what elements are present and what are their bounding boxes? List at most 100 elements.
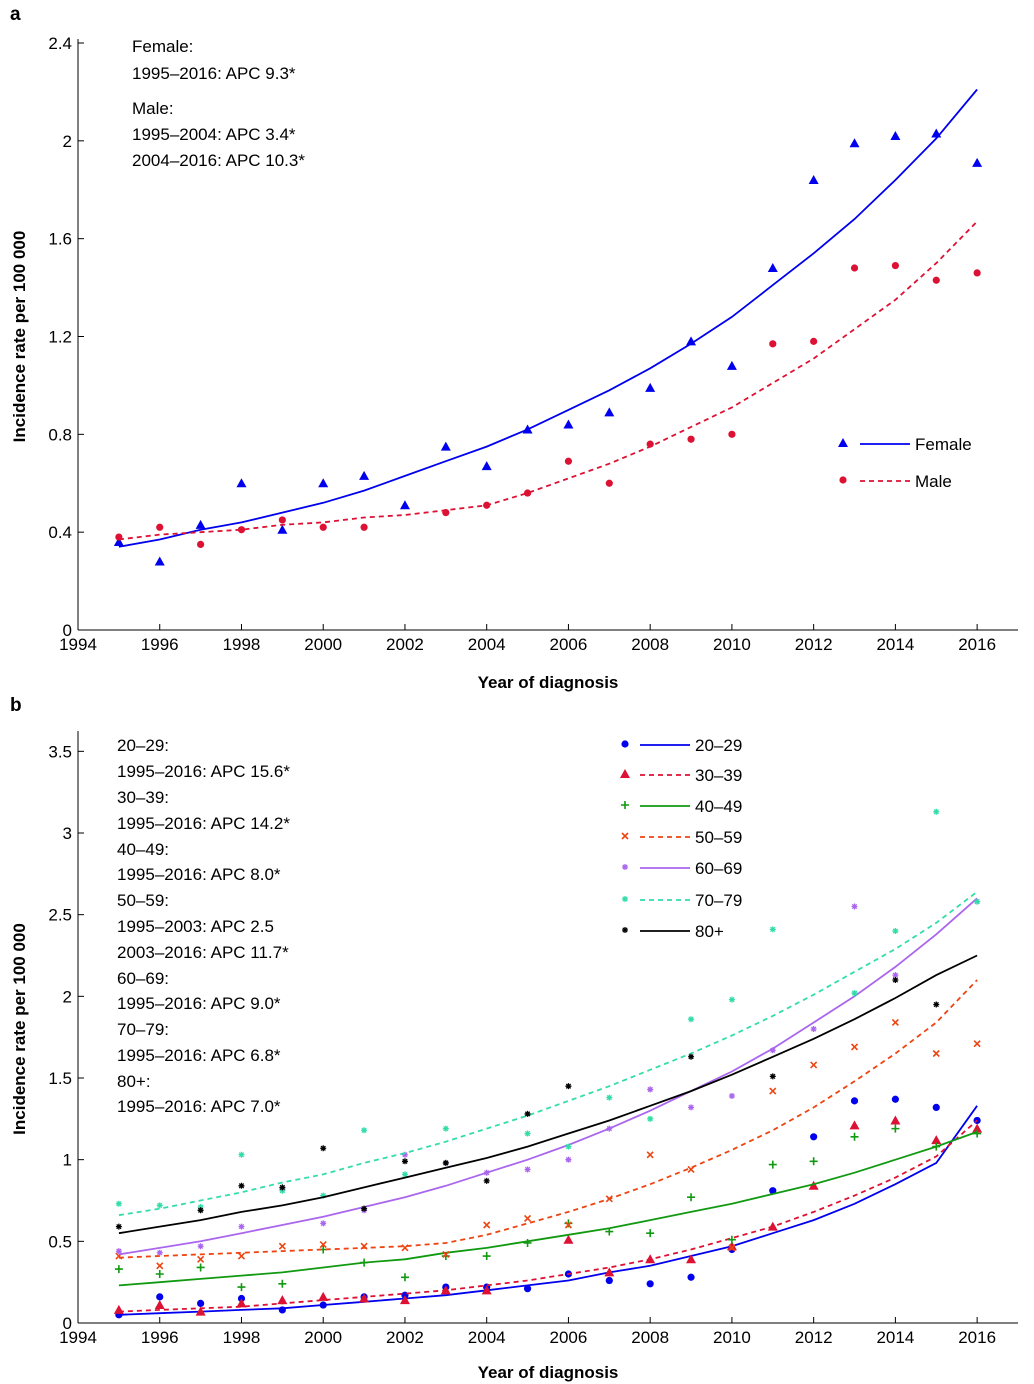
data-point [278, 1242, 286, 1250]
data-point [686, 1254, 697, 1264]
legend-label: 20–29 [695, 736, 742, 755]
data-point [850, 1132, 859, 1141]
data-point [688, 1104, 695, 1111]
data-point [890, 130, 901, 140]
data-point [850, 1043, 859, 1051]
data-point [154, 1300, 165, 1310]
data-point [115, 533, 123, 541]
data-point [156, 1249, 163, 1256]
series-50–59 [115, 979, 981, 1270]
data-point [809, 1157, 818, 1166]
data-point [605, 1195, 613, 1203]
data-point [401, 1244, 409, 1252]
data-point [767, 263, 778, 273]
annotation-text: 60–69: [117, 969, 169, 988]
data-point [728, 430, 736, 438]
data-point [604, 407, 615, 417]
data-point [891, 1124, 900, 1133]
annotation-text: 1995–2016: APC 9.0* [117, 994, 281, 1013]
annotation-text: 70–79: [117, 1020, 169, 1039]
data-point [197, 540, 205, 548]
data-point [810, 1026, 817, 1032]
fit-line [118, 88, 978, 548]
y-tick-label: 2 [63, 987, 72, 1006]
data-point [320, 1145, 327, 1152]
data-point [645, 1254, 656, 1264]
data-point [197, 1299, 205, 1307]
legend-label: 50–59 [695, 828, 742, 847]
data-point [810, 337, 818, 345]
data-point [400, 1273, 409, 1282]
x-tick-label: 2002 [386, 635, 424, 654]
x-tick-label: 2008 [631, 635, 669, 654]
data-point [524, 1110, 531, 1117]
data-point [522, 424, 533, 434]
legend: 20–29 30–39 40–49 50–59 60–69 70–79 80+ [620, 736, 742, 941]
data-point [646, 440, 654, 448]
annotation-text: 50–59: [117, 891, 169, 910]
series-40–49 [114, 1124, 982, 1292]
data-point [399, 500, 410, 510]
data-point [277, 524, 288, 534]
annotation-text: 1995–2016: APC 6.8* [117, 1046, 281, 1065]
data-point [523, 489, 532, 497]
data-point [361, 1127, 368, 1134]
data-point [768, 1160, 777, 1169]
data-point [236, 1298, 247, 1308]
x-tick-label: 2004 [468, 635, 506, 654]
data-point [238, 1151, 245, 1158]
data-point [197, 1207, 204, 1214]
data-point [973, 1116, 981, 1125]
y-tick-label: 2.4 [48, 34, 72, 53]
data-point [646, 1151, 654, 1159]
data-point [564, 1221, 573, 1229]
data-point [606, 1094, 613, 1101]
data-point [115, 1200, 122, 1207]
annotation-text: 2004–2016: APC 10.3* [132, 151, 305, 170]
data-point [688, 1016, 695, 1023]
y-tick-label: 1.5 [48, 1069, 72, 1088]
data-point [728, 1244, 736, 1252]
data-point [401, 1158, 408, 1165]
data-point [849, 1120, 860, 1130]
y-axis-title: Incidence rate per 100 000 [10, 923, 29, 1135]
legend-label: 80+ [695, 922, 724, 941]
data-point [605, 1227, 614, 1236]
data-point [237, 1283, 246, 1292]
x-tick-label: 2008 [631, 1328, 669, 1347]
x-tick-label: 2014 [876, 1328, 914, 1347]
data-point [563, 1234, 574, 1244]
data-point [523, 1214, 532, 1223]
data-point [932, 276, 940, 284]
y-tick-label: 3.5 [48, 742, 72, 761]
data-point [524, 1166, 531, 1173]
data-point [972, 1123, 983, 1133]
annotation-text: 30–39: [117, 788, 169, 807]
data-point [932, 1142, 941, 1151]
data-point [972, 157, 983, 167]
data-point [483, 501, 491, 509]
legend-label: 40–49 [695, 797, 742, 816]
annotation-text: Female: [132, 37, 193, 56]
data-point [605, 479, 613, 487]
data-point [278, 516, 286, 524]
legend-marker [621, 740, 629, 748]
data-point [156, 1293, 164, 1301]
data-point [114, 1265, 123, 1274]
data-point [605, 1276, 613, 1285]
data-point [891, 1018, 899, 1027]
data-point [565, 1156, 572, 1163]
x-tick-label: 1996 [141, 635, 179, 654]
data-point [646, 1280, 654, 1288]
data-point [361, 1205, 368, 1212]
data-point [728, 996, 735, 1003]
x-tick-label: 2010 [713, 635, 751, 654]
data-point [851, 990, 858, 997]
data-point [563, 419, 574, 429]
data-point [931, 1135, 942, 1145]
y-tick-label: 1.2 [48, 328, 72, 347]
legend-label: Male [915, 472, 952, 491]
